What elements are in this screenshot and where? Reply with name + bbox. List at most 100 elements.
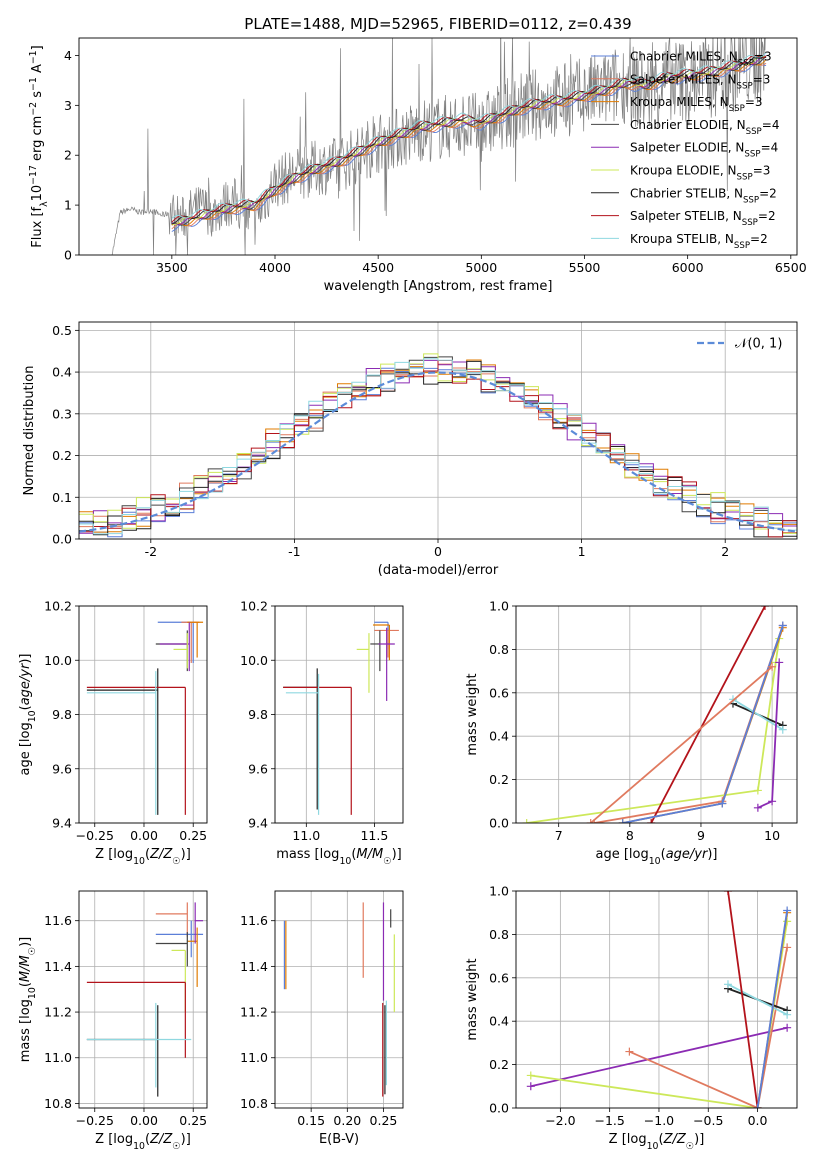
y-tick-label: 0.8 (489, 927, 509, 942)
y-axis-label: Flux [fλ10−17 erg cm−2 s−1 A−1] (28, 45, 50, 247)
y-tick-label: 0.2 (489, 772, 509, 787)
y-tick-label: 0.6 (489, 970, 509, 985)
series-marker (586, 819, 595, 823)
y-tick-label: 1.0 (489, 599, 509, 614)
data-point-salpeter-stelib (86, 686, 186, 815)
model-fit-salpeter-stelib (171, 55, 767, 223)
data-point-chabrier-miles (374, 621, 389, 650)
panel-residuals: -2 -1 0 1 2 0.0 0.1 0.2 0.3 0.4 0.5 𝒩(0, 1) (data-mo… (22, 321, 798, 578)
y-tick-label: 0.8 (489, 642, 509, 657)
series-marker (647, 819, 656, 823)
axes-frame (78, 605, 208, 824)
y-tick-label: 10.2 (44, 599, 72, 614)
legend: Chabrier MILES, NSSP=3 Salpeter MILES, NS… (591, 50, 779, 251)
y-tick-label: 10.2 (240, 599, 268, 614)
y-tick-label: 0.4 (52, 365, 72, 380)
panel-mass_vs_ebv: 0.15 0.20 0.25 10.8 11.0 11.2 11.4 11.6 E(B-V) (240, 890, 404, 1147)
series-marker (526, 1082, 535, 1091)
plot-area (111, 38, 767, 255)
x-tick-label: −1.0 (644, 1113, 674, 1128)
y-tick-label: 11.4 (44, 959, 72, 974)
series-marker (783, 943, 792, 952)
x-tick-label: -1 (288, 544, 300, 559)
x-tick-label: 4000 (259, 260, 291, 275)
y-tick-label: 9.4 (52, 816, 72, 831)
series-kroupa-elodie (522, 634, 784, 823)
legend-label: Salpeter MILES, NSSP=3 (630, 72, 770, 91)
ticks: 11.0 11.5 9.4 9.6 9.8 10.0 10.2 (240, 599, 403, 843)
y-axis-label: mass weight (465, 673, 480, 755)
y-tick-label: 0.3 (52, 406, 72, 421)
series-salpeter-stelib (647, 606, 769, 823)
plot-area (79, 353, 797, 538)
series-marker (778, 621, 787, 630)
legend: 𝒩(0, 1) (697, 337, 782, 352)
data-point-salpeter-elodie (378, 627, 395, 701)
ticks: −0.25 0.00 0.25 10.8 11.0 11.2 11.4 11.6 (44, 891, 207, 1128)
x-tick-label: 6500 (775, 260, 807, 275)
x-axis-label: wavelength [Angstrom, rest frame] (324, 279, 553, 294)
y-tick-label: 9.6 (248, 761, 268, 776)
series-line (732, 698, 784, 731)
series-marker (760, 606, 769, 610)
legend-label: Chabrier STELIB, NSSP=2 (630, 186, 777, 205)
axes-frame (515, 890, 798, 1109)
series-marker (783, 917, 792, 926)
ticks: 7 8 9 10 0.0 0.2 0.4 0.6 0.8 1.0 (489, 599, 797, 843)
y-tick-label: 1.0 (489, 884, 509, 899)
series-marker (723, 980, 732, 989)
series-line (594, 625, 784, 823)
series-marker (526, 1071, 535, 1080)
plot-area (86, 621, 204, 815)
plot-area (283, 902, 395, 1097)
x-tick-label: 0.00 (130, 828, 158, 843)
data-point-chabrier-stelib (86, 1005, 159, 1097)
x-tick-label: 5500 (569, 260, 601, 275)
axes-frame (78, 37, 798, 256)
legend-label: Salpeter STELIB, NSSP=2 (630, 209, 776, 228)
data-point-salpeter-stelib (283, 686, 352, 815)
x-tick-label: 6000 (672, 260, 704, 275)
series-marker (753, 786, 762, 795)
ticks: 3500 4000 4500 5000 5500 6000 6500 0 1 2 3 4 (64, 48, 807, 275)
data-point-chabrier-elodie (370, 630, 381, 672)
y-tick-label: 10.0 (44, 653, 72, 668)
plot-area (283, 621, 399, 815)
series-line (530, 1026, 788, 1088)
series-marker (723, 891, 732, 895)
series-marker (625, 1047, 634, 1056)
y-tick-label: 0 (64, 248, 72, 263)
x-tick-label: 11.0 (292, 828, 320, 843)
x-tick-label: 11.5 (360, 828, 388, 843)
y-tick-label: 11.4 (240, 959, 268, 974)
x-tick-label: 4500 (362, 260, 394, 275)
axes-frame (78, 321, 798, 540)
y-tick-label: 1 (64, 198, 72, 213)
series-marker (768, 797, 777, 806)
y-tick-label: 11.2 (44, 1005, 72, 1020)
series-salpeter-miles (586, 662, 777, 823)
data-point-chabrier-stelib (86, 668, 159, 815)
chart-panels: 3500 4000 4500 5000 5500 6000 6500 0 1 2 3 4 Chabrie… (18, 37, 807, 1152)
x-tick-label: 2 (721, 544, 729, 559)
axes-frame (274, 890, 404, 1109)
series-salpeter-elodie (753, 658, 784, 812)
series-line (727, 891, 759, 1108)
panel-spectrum: 3500 4000 4500 5000 5500 6000 6500 0 1 2 3 4 Chabrie… (28, 37, 807, 294)
y-tick-label: 11.2 (240, 1005, 268, 1020)
series-line (590, 666, 773, 823)
data-point-kroupa-elodie (356, 633, 370, 693)
x-axis-label: Z [log10(Z/Z☉)] (95, 847, 191, 867)
x-tick-label: 0.20 (333, 1113, 361, 1128)
y-tick-label: 0.1 (52, 490, 72, 505)
y-tick-label: 11.6 (44, 913, 72, 928)
series-marker (783, 1023, 792, 1032)
y-tick-label: 0.4 (489, 729, 509, 744)
series-chabrier-miles (753, 906, 792, 1108)
series-marker (522, 819, 531, 823)
data-point-chabrier-stelib (283, 668, 318, 810)
legend-label: Kroupa ELODIE, NSSP=3 (630, 164, 770, 183)
x-tick-label: 0.0 (748, 1113, 768, 1128)
data-point-kroupa-stelib (86, 1002, 192, 1088)
